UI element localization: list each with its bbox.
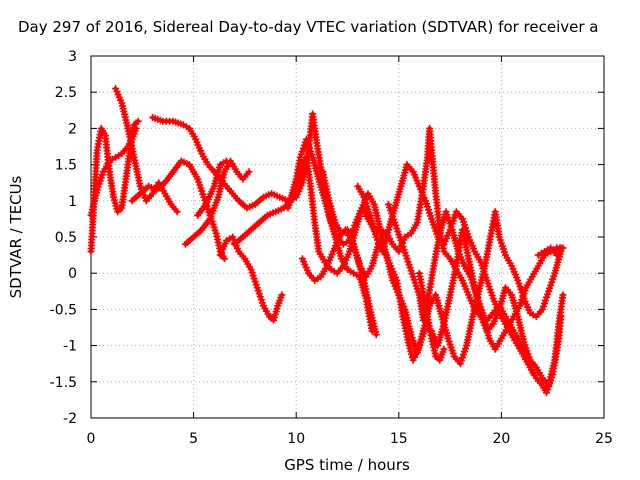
x-tick-label: 15 <box>390 431 408 447</box>
x-tick-label: 25 <box>595 431 613 447</box>
y-tick-label: -1.5 <box>50 375 77 391</box>
sdtvar-chart: Day 297 of 2016, Sidereal Day-to-day VTE… <box>0 0 640 480</box>
y-tick-label: 1.5 <box>55 158 77 174</box>
series-plus-markers <box>231 125 564 396</box>
sat-trace-8 <box>217 234 285 324</box>
x-tick-label: 5 <box>189 431 198 447</box>
y-tick-label: -1 <box>63 339 77 355</box>
series-trace-line <box>358 165 534 375</box>
sat-trace-9 <box>231 125 564 396</box>
y-tick-label: -2 <box>63 411 77 427</box>
chart-title: Day 297 of 2016, Sidereal Day-to-day VTE… <box>18 18 599 36</box>
x-tick-label: 10 <box>287 431 305 447</box>
y-tick-label: 2 <box>68 121 77 137</box>
y-tick-label: 0 <box>68 266 77 282</box>
data-series <box>88 85 567 396</box>
y-tick-label: 0.5 <box>55 230 77 246</box>
x-axis-label: GPS time / hours <box>284 456 410 474</box>
x-tick-label: 20 <box>492 431 510 447</box>
y-axis-label: SDTVAR / TECUs <box>7 175 25 298</box>
y-tick-label: 1 <box>68 194 77 210</box>
y-tick-label: 3 <box>68 49 77 65</box>
x-tick-label: 0 <box>87 431 96 447</box>
y-tick-label: 2.5 <box>55 85 77 101</box>
y-tick-label: -0.5 <box>50 302 77 318</box>
